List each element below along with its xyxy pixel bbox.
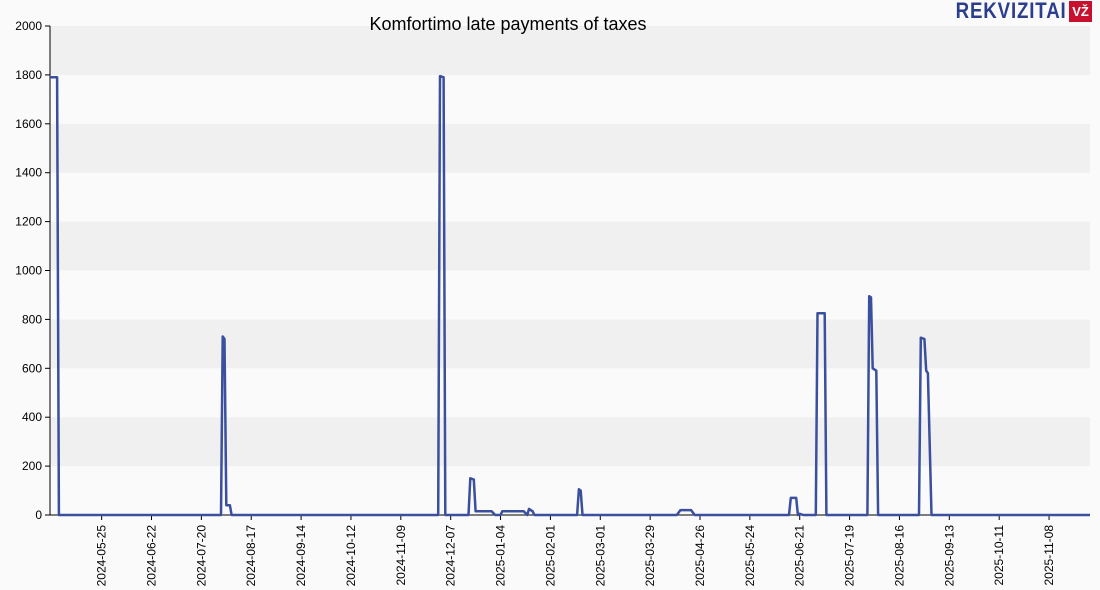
x-tick-label: 2025-09-13 bbox=[942, 525, 956, 587]
y-tick-label: 1000 bbox=[15, 264, 42, 278]
x-tick-label: 2024-09-14 bbox=[294, 525, 308, 587]
grid-band bbox=[50, 26, 1090, 75]
grid-band bbox=[50, 221, 1090, 271]
y-tick-label: 0 bbox=[35, 508, 42, 522]
y-tick-label: 1800 bbox=[15, 68, 42, 82]
y-tick-label: 200 bbox=[22, 459, 42, 473]
y-tick-label: 1400 bbox=[15, 166, 42, 180]
x-tick-label: 2025-10-11 bbox=[992, 525, 1006, 586]
x-tick-label: 2025-08-16 bbox=[892, 525, 906, 587]
x-axis-ticks: 2024-05-25 2024-06-22 2024-07-20 2024-08-17… bbox=[95, 515, 1056, 586]
logo-badge: VŽ bbox=[1069, 0, 1092, 22]
grid-band bbox=[50, 270, 1090, 320]
grid-band bbox=[50, 466, 1090, 515]
x-tick-label: 2025-07-19 bbox=[843, 525, 857, 587]
x-tick-label: 2024-12-07 bbox=[444, 525, 458, 587]
grid-band bbox=[50, 172, 1090, 222]
x-tick-label: 2024-11-09 bbox=[394, 525, 408, 586]
grid-band bbox=[50, 74, 1090, 124]
y-tick-label: 400 bbox=[22, 410, 42, 424]
logo-text: REKVIZITAI bbox=[955, 0, 1067, 23]
y-tick-label: 1200 bbox=[15, 215, 42, 229]
x-tick-label: 2025-02-01 bbox=[543, 525, 557, 587]
series-line bbox=[50, 74, 1090, 517]
x-tick-label: 2024-06-22 bbox=[145, 525, 159, 587]
y-tick-label: 2000 bbox=[15, 19, 42, 33]
x-tick-label: 2025-03-01 bbox=[593, 525, 607, 587]
y-tick-label: 800 bbox=[22, 312, 42, 326]
grid-band bbox=[50, 123, 1090, 173]
x-tick-label: 2025-01-04 bbox=[494, 525, 508, 587]
x-tick-label: 2025-05-24 bbox=[743, 525, 757, 587]
x-tick-label: 2025-04-26 bbox=[693, 525, 707, 587]
grid-band bbox=[50, 417, 1090, 467]
grid-band bbox=[50, 319, 1090, 369]
grid-bands bbox=[50, 26, 1090, 515]
x-tick-label: 2025-06-21 bbox=[793, 525, 807, 587]
series-layer bbox=[50, 74, 1090, 517]
x-tick-label: 2024-08-17 bbox=[244, 525, 258, 587]
y-axis-ticks: 0 200 400 600 800 1000 1200 1400 1600 1800 2000 bbox=[15, 19, 50, 522]
x-tick-label: 2024-05-25 bbox=[95, 525, 109, 587]
x-tick-label: 2025-11-08 bbox=[1042, 525, 1056, 586]
x-tick-label: 2024-07-20 bbox=[194, 525, 208, 587]
rekvizitai-logo[interactable]: REKVIZITAI VŽ bbox=[936, 0, 1092, 23]
x-tick-label: 2024-10-12 bbox=[344, 525, 358, 587]
x-tick-label: 2025-03-29 bbox=[643, 525, 657, 587]
grid-band bbox=[50, 368, 1090, 418]
y-tick-label: 1600 bbox=[15, 117, 42, 131]
y-tick-label: 600 bbox=[22, 361, 42, 375]
chart-title: Komfortimo late payments of taxes bbox=[369, 14, 646, 34]
